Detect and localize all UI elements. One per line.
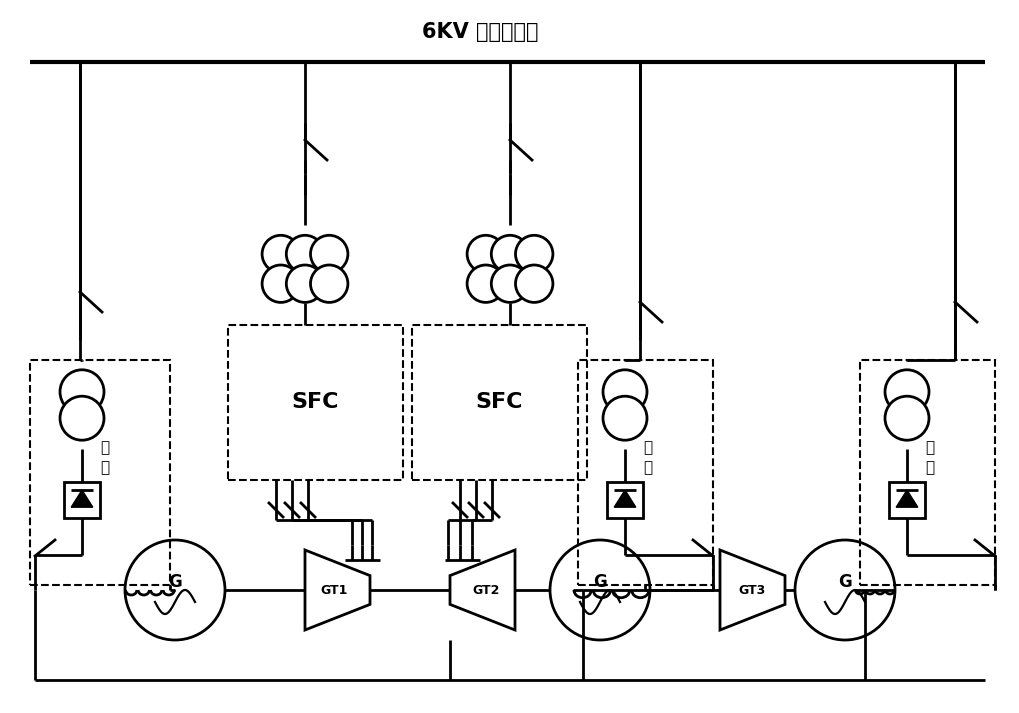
Circle shape (603, 396, 647, 440)
Circle shape (286, 265, 324, 302)
Bar (30, 360, 170, 585)
Circle shape (884, 370, 929, 414)
Circle shape (60, 396, 104, 440)
Text: SFC: SFC (476, 392, 523, 413)
Circle shape (491, 235, 529, 272)
Circle shape (262, 235, 300, 272)
Text: 磁: 磁 (925, 461, 934, 476)
Circle shape (467, 235, 504, 272)
Bar (412, 325, 587, 480)
Circle shape (884, 396, 929, 440)
Text: G: G (168, 573, 181, 591)
Circle shape (491, 265, 529, 302)
Text: GT3: GT3 (739, 583, 766, 597)
Polygon shape (614, 490, 636, 507)
Text: GT1: GT1 (321, 583, 347, 597)
Text: G: G (838, 573, 852, 591)
Text: 6KV 厂用电母线: 6KV 厂用电母线 (422, 22, 538, 42)
Circle shape (125, 540, 225, 640)
Text: 励: 励 (101, 441, 110, 456)
Text: G: G (593, 573, 607, 591)
Circle shape (262, 265, 300, 302)
Bar (64, 482, 100, 518)
Text: 磁: 磁 (643, 461, 652, 476)
Bar (607, 482, 643, 518)
Text: SFC: SFC (291, 392, 339, 413)
Text: 励: 励 (925, 441, 934, 456)
Text: 磁: 磁 (101, 461, 110, 476)
Circle shape (516, 235, 553, 272)
Bar (578, 360, 713, 585)
Circle shape (60, 370, 104, 414)
Polygon shape (896, 490, 918, 507)
Bar (228, 325, 403, 480)
Circle shape (603, 370, 647, 414)
Polygon shape (71, 490, 93, 507)
Text: 励: 励 (643, 441, 652, 456)
Bar (889, 482, 925, 518)
Circle shape (550, 540, 650, 640)
Circle shape (311, 235, 347, 272)
Circle shape (311, 265, 347, 302)
Circle shape (516, 265, 553, 302)
Bar (860, 360, 995, 585)
Circle shape (467, 265, 504, 302)
Circle shape (286, 235, 324, 272)
Circle shape (795, 540, 895, 640)
Text: GT2: GT2 (472, 583, 499, 597)
